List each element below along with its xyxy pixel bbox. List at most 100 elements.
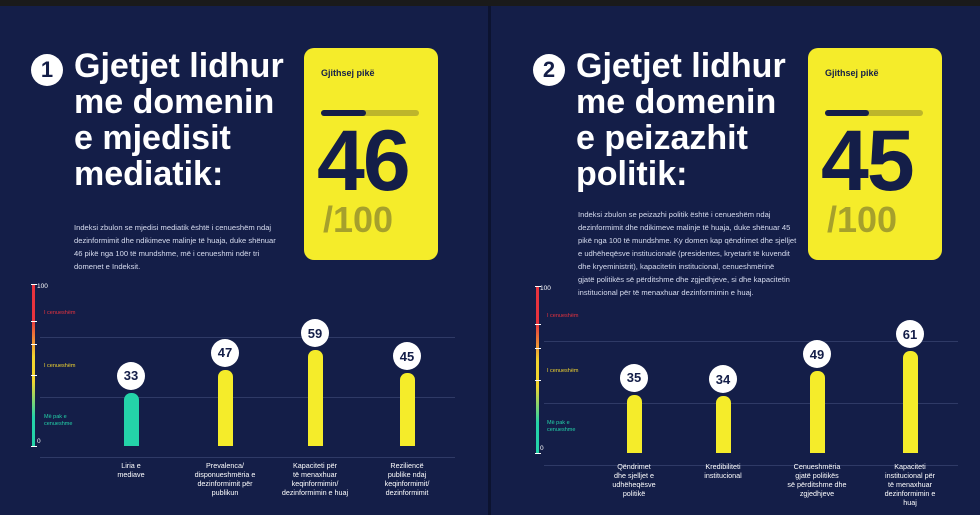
category-label-line: Reziliencë: [390, 461, 424, 470]
category-label-line: Prevalenca/: [206, 461, 244, 470]
heading-line: me domenin: [576, 83, 777, 121]
category-label: Reziliencë publike ndaj keqinformimit/dezi…: [352, 461, 462, 497]
axis-tick: [31, 284, 37, 285]
zone-label-line: cenueshme: [547, 426, 576, 433]
category-label-line: të menaxhuar: [888, 480, 932, 489]
category-label-line: huaj: [903, 498, 917, 507]
total-score-denominator: /100: [323, 199, 394, 240]
category-label-line: udhëheqësve: [612, 480, 656, 489]
category-label: Cenueshmëria gjatë politikës së përditshme…: [762, 462, 872, 498]
gridline: [544, 341, 958, 343]
score-progress-fill: [321, 110, 367, 116]
spread-gutter: [488, 6, 491, 515]
section-number-badge: 2: [533, 54, 565, 86]
category-label-line: disponueshmëria e: [194, 470, 256, 479]
axis-tick: [31, 321, 37, 323]
total-score-label: Gjithsej pikë: [321, 68, 375, 78]
category-label-line: dezinformimin e huaj: [281, 488, 349, 497]
intro-line: domenet e Indeksit.: [74, 262, 141, 271]
bar-2: [218, 369, 233, 446]
score-progress-track: [321, 110, 419, 116]
intro-line: gjatë politikës së përditshme dhe zgjedh…: [578, 275, 790, 284]
score-axis: [536, 286, 539, 453]
zone-label: I cenueshëm: [547, 313, 579, 320]
bar-value-label: 33: [117, 361, 145, 390]
category-label-line: Liria e: [121, 461, 141, 470]
category-label-line: gjatë politikës: [795, 471, 839, 480]
category-label-line: dhe sjelljet e: [614, 471, 654, 480]
zone-label: Më pak e cenueshme: [44, 414, 72, 428]
intro-line: dezinformimit dhe ndikimeve malinje të h…: [578, 223, 791, 232]
category-label-line: Kapaciteti për: [293, 461, 337, 470]
gridline: [40, 397, 455, 399]
intro-line: dhe kryeministrit), kapacitetin instituc…: [578, 262, 775, 271]
bar-value-label: 35: [620, 363, 648, 392]
category-label-line: Cenueshmëria: [793, 462, 841, 471]
category-label: Qëndrimet dhe sjelljet e udhëheqësve politi…: [579, 462, 689, 498]
category-label-line: së përditshme dhe: [787, 480, 847, 489]
total-score-value: 45: [821, 113, 915, 209]
section-heading: Gjetjet lidhur me domenin e peizazhit polit…: [576, 48, 806, 192]
category-label-line: publike ndaj: [387, 470, 427, 479]
bar-value-label: 34: [709, 365, 737, 394]
category-label-line: dezinformimin e: [884, 489, 936, 498]
category-label-line: dezinformimit për: [197, 479, 253, 488]
bar-4: [400, 373, 415, 446]
page-political-landscape: 2 Gjetjet lidhur me domenin e peizazhit poli…: [491, 6, 980, 515]
category-label-line: keqinformimin/: [291, 479, 339, 488]
zone-label-line: cenueshme: [44, 420, 73, 427]
bar-value-label: 47: [211, 338, 239, 367]
total-score-label: Gjithsej pikë: [825, 68, 879, 78]
bar-value-label: 45: [393, 342, 421, 371]
heading-line: Gjetjet lidhur: [576, 47, 786, 85]
axis-tick: [535, 379, 541, 381]
section-number-badge: 1: [31, 54, 63, 86]
bar-3: [308, 350, 323, 446]
zone-label: I cenueshëm: [44, 363, 76, 370]
category-label-line: politikë: [622, 489, 646, 498]
zone-label-line: I cenueshëm: [44, 363, 76, 370]
category-label-line: publikun: [211, 488, 239, 497]
total-score-card: Gjithsej pikë 46/100: [304, 48, 438, 260]
zone-label-line: Më pak e: [44, 413, 67, 420]
total-score-denominator: /100: [827, 199, 898, 240]
category-label: Kapaciteti për të menaxhuar keqinformimin/…: [260, 461, 370, 497]
page-media-environment: 1 Gjetjet lidhur me domenin e mjedisit media…: [0, 6, 488, 515]
zone-label: I cenueshëm: [44, 310, 76, 317]
window-top-bar: [0, 0, 980, 6]
section-heading: Gjetjet lidhur me domenin e mjedisit mediat…: [74, 48, 304, 192]
score-progress-fill: [825, 110, 870, 116]
zone-label-line: Më pak e: [547, 419, 570, 426]
axis-tick: [535, 324, 541, 326]
score-progress-track: [825, 110, 923, 116]
category-label-line: mediave: [117, 470, 145, 479]
bar-4: [903, 351, 918, 453]
category-label-line: Kapaciteti: [894, 462, 926, 471]
heading-line: e peizazhit: [576, 119, 748, 157]
category-label: Kredibiliteti institucional: [668, 462, 778, 480]
intro-line: dezinformimit dhe ndikimeve malinje të h…: [74, 236, 276, 245]
heading-line: e mjedisit: [74, 119, 231, 157]
axis-min-label: 0: [540, 445, 544, 452]
category-label-line: institucional për: [885, 471, 935, 480]
intro-paragraph: Indeksi zbulon se peizazhi politik është…: [578, 208, 796, 299]
bar-1: [124, 392, 139, 446]
total-score-card: Gjithsej pikë 45/100: [808, 48, 942, 260]
heading-line: me domenin: [74, 83, 275, 121]
category-label: Liria e mediave: [76, 461, 186, 479]
zone-label-line: I cenueshëm: [547, 367, 579, 374]
category-label: Prevalenca/disponueshmëria e dezinformimi…: [170, 461, 280, 497]
bar-1: [627, 394, 642, 453]
gridline: [544, 402, 958, 404]
intro-line: Indeksi zbulon se mjedisi mediatik është…: [74, 223, 272, 232]
total-score-value: 46: [317, 113, 411, 209]
axis-tick: [535, 286, 541, 287]
heading-line: mediatik:: [74, 155, 224, 193]
heading-line: Gjetjet lidhur: [74, 47, 284, 85]
category-label-line: Qëndrimet: [617, 462, 651, 471]
zone-label-line: I cenueshëm: [44, 309, 76, 316]
bar-value-label: 59: [301, 319, 329, 348]
gridline: [40, 337, 455, 339]
zone-label: I cenueshëm: [547, 368, 579, 375]
intro-line: 46 pikë nga 100 të mundshme, më i cenues…: [74, 249, 260, 258]
